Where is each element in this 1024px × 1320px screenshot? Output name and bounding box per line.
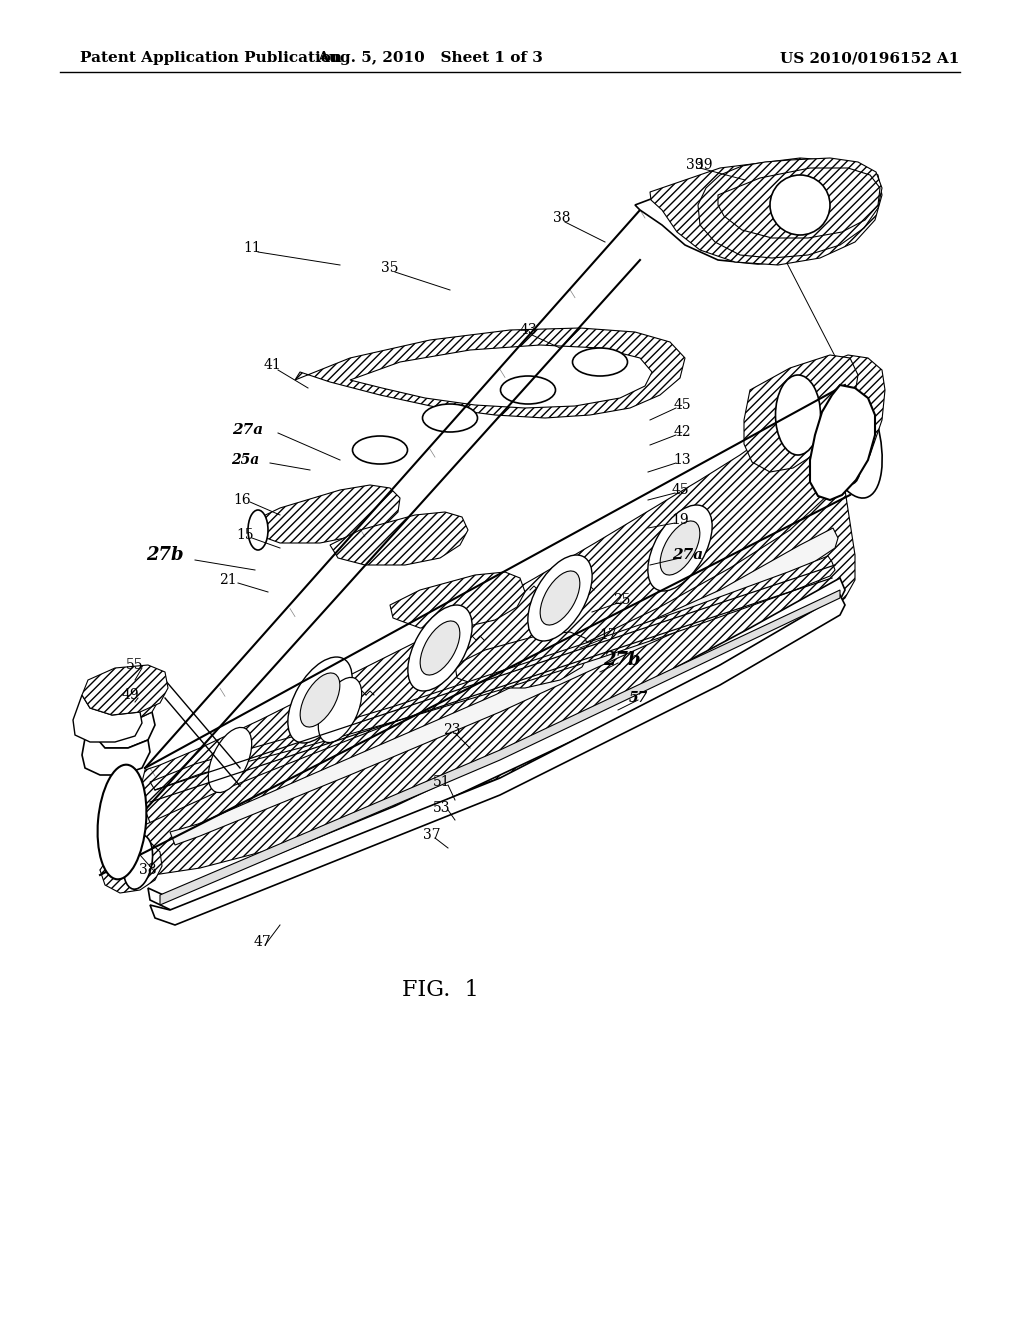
Ellipse shape <box>819 392 861 484</box>
Polygon shape <box>148 578 845 912</box>
Polygon shape <box>390 572 525 628</box>
Polygon shape <box>82 665 168 715</box>
Text: 45: 45 <box>671 483 689 498</box>
Ellipse shape <box>300 673 340 727</box>
Polygon shape <box>635 168 880 264</box>
Polygon shape <box>295 327 685 418</box>
Text: 53: 53 <box>433 801 451 814</box>
Polygon shape <box>455 632 590 688</box>
Polygon shape <box>92 678 160 722</box>
Text: 13: 13 <box>673 453 691 467</box>
Ellipse shape <box>540 572 580 626</box>
Text: 21: 21 <box>219 573 237 587</box>
Text: 15: 15 <box>237 528 254 543</box>
Text: 23: 23 <box>443 723 461 737</box>
Ellipse shape <box>770 176 830 235</box>
Ellipse shape <box>775 375 820 455</box>
Polygon shape <box>812 355 885 492</box>
Polygon shape <box>650 158 882 265</box>
Text: 27b: 27b <box>603 651 641 669</box>
Text: 49: 49 <box>121 688 139 702</box>
Polygon shape <box>698 158 882 257</box>
Text: 38: 38 <box>139 863 157 876</box>
Text: 35: 35 <box>381 261 398 275</box>
Polygon shape <box>330 512 468 565</box>
Text: 47: 47 <box>253 935 271 949</box>
Polygon shape <box>170 528 838 845</box>
Polygon shape <box>744 355 858 473</box>
Polygon shape <box>82 727 150 775</box>
Text: 39: 39 <box>695 158 713 172</box>
Text: 19: 19 <box>671 513 689 527</box>
Text: 41: 41 <box>263 358 281 372</box>
Ellipse shape <box>208 727 252 792</box>
Polygon shape <box>100 840 162 894</box>
Ellipse shape <box>648 506 712 591</box>
Text: 17: 17 <box>599 628 616 642</box>
Text: 39: 39 <box>686 158 703 172</box>
Polygon shape <box>810 385 874 500</box>
Text: 42: 42 <box>673 425 691 440</box>
Ellipse shape <box>814 362 882 498</box>
Text: 16: 16 <box>233 492 251 507</box>
Text: US 2010/0196152 A1: US 2010/0196152 A1 <box>780 51 959 65</box>
Text: 38: 38 <box>553 211 570 224</box>
Polygon shape <box>87 711 155 748</box>
Text: 55: 55 <box>126 657 143 672</box>
Ellipse shape <box>423 404 477 432</box>
Text: 43: 43 <box>519 323 537 337</box>
Ellipse shape <box>572 348 628 376</box>
Ellipse shape <box>527 554 592 642</box>
Ellipse shape <box>97 764 146 879</box>
Text: Aug. 5, 2010   Sheet 1 of 3: Aug. 5, 2010 Sheet 1 of 3 <box>317 51 543 65</box>
Text: 27a: 27a <box>232 422 263 437</box>
Ellipse shape <box>501 376 555 404</box>
Polygon shape <box>140 400 860 840</box>
Ellipse shape <box>318 677 361 743</box>
Ellipse shape <box>408 605 472 690</box>
Text: Patent Application Publication: Patent Application Publication <box>80 51 342 65</box>
Text: 11: 11 <box>243 242 261 255</box>
Text: FIG.  1: FIG. 1 <box>401 979 478 1001</box>
Polygon shape <box>160 590 840 906</box>
Polygon shape <box>73 696 142 742</box>
Ellipse shape <box>288 657 352 743</box>
Ellipse shape <box>420 620 460 675</box>
Text: 25: 25 <box>613 593 631 607</box>
Text: 25a: 25a <box>230 453 259 467</box>
Ellipse shape <box>124 834 153 890</box>
Polygon shape <box>718 168 880 238</box>
Text: 45: 45 <box>673 399 691 412</box>
Polygon shape <box>350 345 652 408</box>
Text: 27a: 27a <box>673 548 703 562</box>
Ellipse shape <box>352 436 408 465</box>
Ellipse shape <box>248 510 268 550</box>
Text: 37: 37 <box>423 828 440 842</box>
Polygon shape <box>100 490 855 880</box>
Text: 27b: 27b <box>146 546 184 564</box>
Text: 51: 51 <box>433 775 451 789</box>
Text: 57: 57 <box>629 690 647 705</box>
Polygon shape <box>255 484 400 543</box>
Polygon shape <box>150 556 835 789</box>
Ellipse shape <box>660 521 699 576</box>
Polygon shape <box>150 595 845 925</box>
